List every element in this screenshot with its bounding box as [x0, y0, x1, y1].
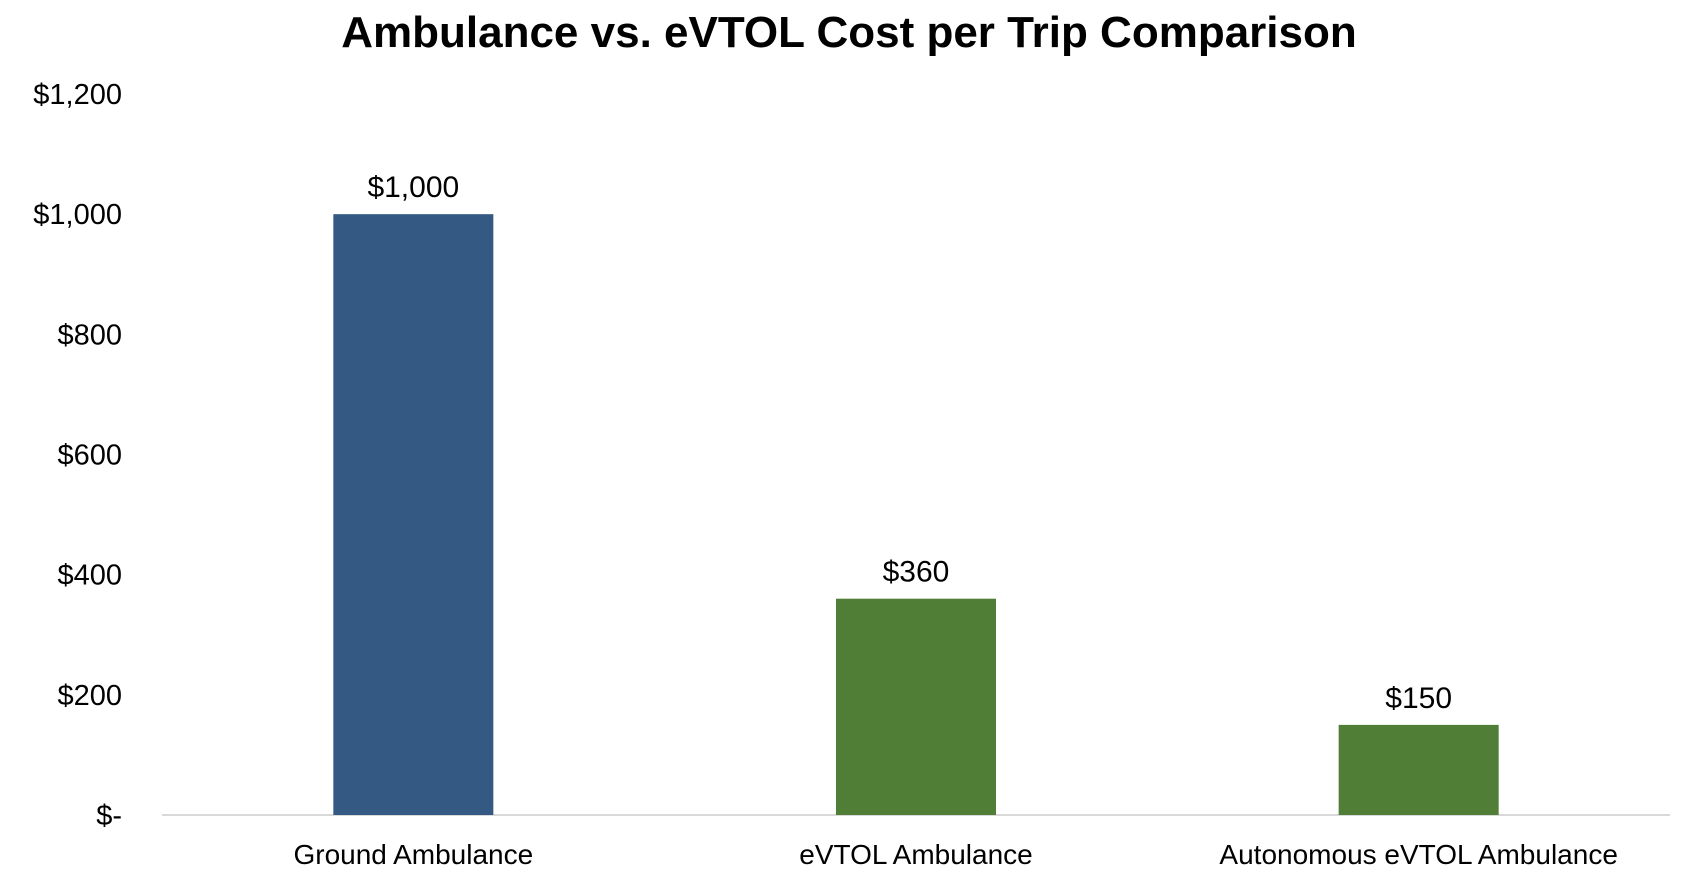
bar	[1338, 724, 1499, 815]
data-label: $360	[883, 556, 950, 589]
bar	[836, 598, 996, 815]
data-label: $1,000	[367, 171, 459, 204]
y-tick-label: $1,000	[33, 199, 122, 231]
data-label: $150	[1385, 682, 1452, 715]
y-tick-label: $400	[57, 560, 122, 592]
x-tick-label: Ground Ambulance	[293, 839, 533, 870]
y-tick-label: $800	[57, 319, 122, 351]
y-tick-label: $600	[57, 440, 122, 472]
x-tick-label: Autonomous eVTOL Ambulance	[1219, 839, 1617, 870]
y-tick-label: $200	[57, 680, 122, 712]
x-tick-label: eVTOL Ambulance	[799, 839, 1032, 870]
chart-title: Ambulance vs. eVTOL Cost per Trip Compar…	[341, 8, 1357, 57]
y-tick-label: $1,200	[33, 79, 122, 111]
y-tick-label: $-	[96, 800, 122, 832]
bar	[333, 214, 494, 815]
